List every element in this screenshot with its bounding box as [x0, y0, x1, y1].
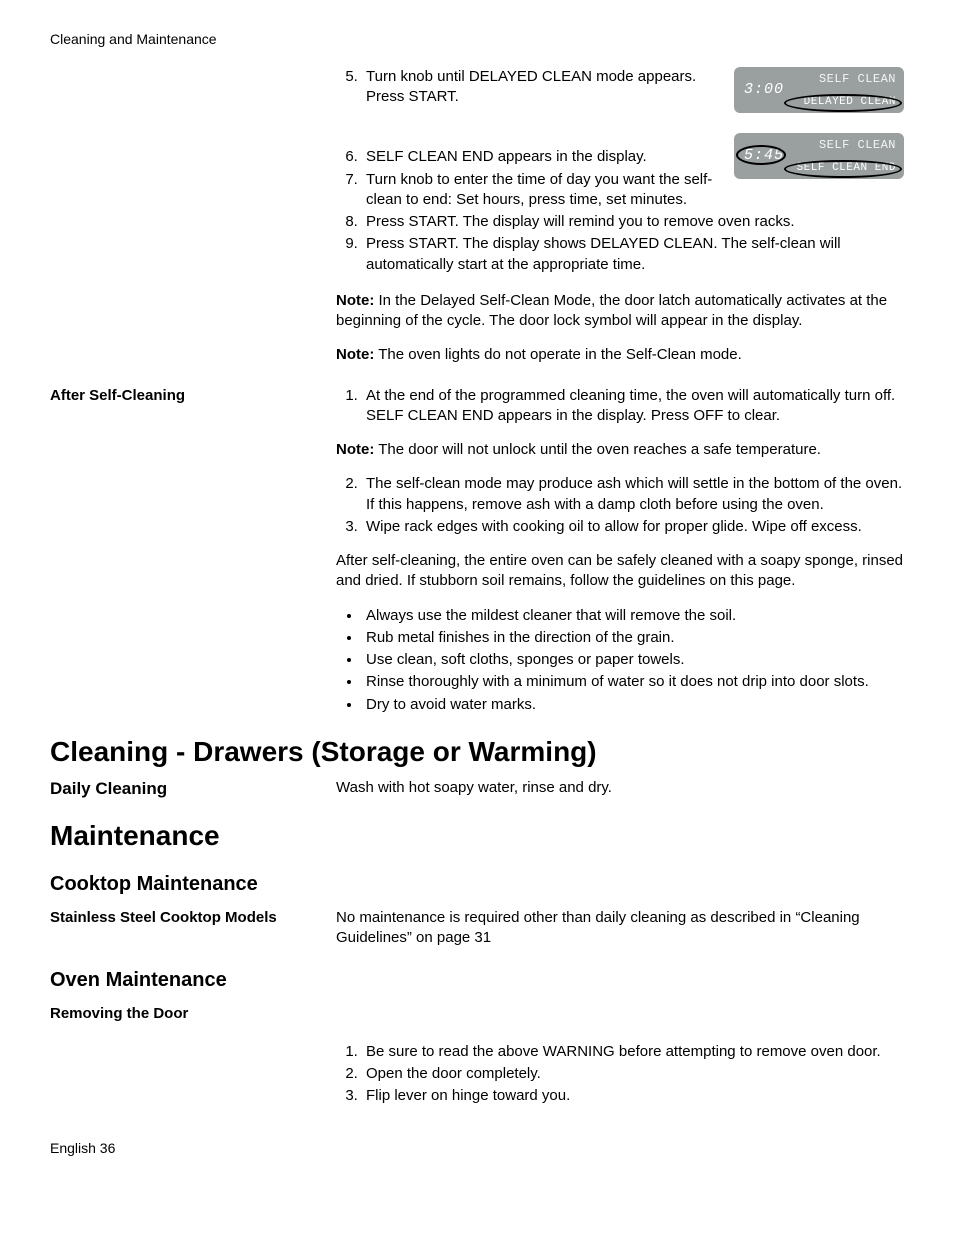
step-item: Open the door completely. — [362, 1064, 904, 1084]
section-daily-cleaning: Daily Cleaning Wash with hot soapy water… — [50, 778, 904, 801]
step-item: Be sure to read the above WARNING before… — [362, 1042, 904, 1062]
steps-list-after-1: At the end of the programmed cleaning ti… — [336, 386, 904, 427]
note-paragraph: Note: The door will not unlock until the… — [336, 440, 904, 460]
cleaning-tips-list: Always use the mildest cleaner that will… — [336, 606, 904, 715]
step-item: Press START. The display shows DELAYED C… — [362, 234, 904, 275]
page-header: Cleaning and Maintenance — [50, 30, 904, 49]
callout-oval — [736, 145, 786, 165]
after-self-cleaning-label: After Self-Cleaning — [50, 386, 316, 406]
heading-oven-maintenance: Oven Maintenance — [50, 967, 904, 994]
step-item: Wipe rack edges with cooking oil to allo… — [362, 517, 904, 537]
step-item: At the end of the programmed cleaning ti… — [362, 386, 904, 427]
heading-cleaning-drawers: Cleaning - Drawers (Storage or Warming) — [50, 735, 904, 769]
note-label: Note: — [336, 292, 374, 309]
steps-list-after-2: The self-clean mode may produce ash whic… — [336, 474, 904, 537]
removing-door-label: Removing the Door — [50, 1004, 316, 1024]
step-item: Flip lever on hinge toward you. — [362, 1086, 904, 1106]
heading-maintenance: Maintenance — [50, 819, 904, 853]
daily-cleaning-label: Daily Cleaning — [50, 778, 316, 801]
display-top-line: SELF CLEAN — [819, 71, 896, 87]
note-label: Note: — [336, 441, 374, 458]
steps-list-door: Be sure to read the above WARNING before… — [336, 1042, 904, 1107]
display-time: 3:00 — [744, 80, 784, 100]
tip-item: Rinse thoroughly with a minimum of water… — [362, 672, 904, 692]
display-illustrations: 3:00 SELF CLEAN DELAYED CLEAN 5:45 SELF … — [734, 67, 904, 199]
tip-item: Use clean, soft cloths, sponges or paper… — [362, 650, 904, 670]
display-top-line: SELF CLEAN — [819, 137, 896, 153]
stainless-text: No maintenance is required other than da… — [336, 908, 904, 949]
step-item: Press START. The display will remind you… — [362, 212, 904, 232]
heading-cooktop-maintenance: Cooktop Maintenance — [50, 871, 904, 898]
stainless-steel-label: Stainless Steel Cooktop Models — [50, 908, 316, 928]
page-footer: English 36 — [50, 1139, 904, 1158]
note-label: Note: — [336, 346, 374, 363]
after-paragraph: After self-cleaning, the entire oven can… — [336, 551, 904, 592]
section-removing-door-steps: Be sure to read the above WARNING before… — [50, 1042, 904, 1109]
callout-oval — [784, 94, 902, 112]
note-text: The oven lights do not operate in the Se… — [374, 346, 741, 363]
section-removing-door: Removing the Door — [50, 1004, 904, 1024]
step-item: The self-clean mode may produce ash whic… — [362, 474, 904, 515]
section-delayed-clean: 3:00 SELF CLEAN DELAYED CLEAN 5:45 SELF … — [50, 67, 904, 380]
callout-oval — [784, 160, 902, 178]
note-paragraph: Note: In the Delayed Self-Clean Mode, th… — [336, 291, 904, 332]
section-stainless-cooktop: Stainless Steel Cooktop Models No mainte… — [50, 908, 904, 949]
display-self-clean-end: 5:45 SELF CLEAN SELF CLEAN END — [734, 133, 904, 179]
note-text: In the Delayed Self-Clean Mode, the door… — [336, 292, 887, 329]
note-text: The door will not unlock until the oven … — [374, 441, 821, 458]
tip-item: Always use the mildest cleaner that will… — [362, 606, 904, 626]
tip-item: Rub metal finishes in the direction of t… — [362, 628, 904, 648]
section-after-self-cleaning: After Self-Cleaning At the end of the pr… — [50, 386, 904, 717]
tip-item: Dry to avoid water marks. — [362, 695, 904, 715]
daily-cleaning-text: Wash with hot soapy water, rinse and dry… — [336, 778, 904, 798]
display-delayed-clean: 3:00 SELF CLEAN DELAYED CLEAN — [734, 67, 904, 113]
note-paragraph: Note: The oven lights do not operate in … — [336, 345, 904, 365]
